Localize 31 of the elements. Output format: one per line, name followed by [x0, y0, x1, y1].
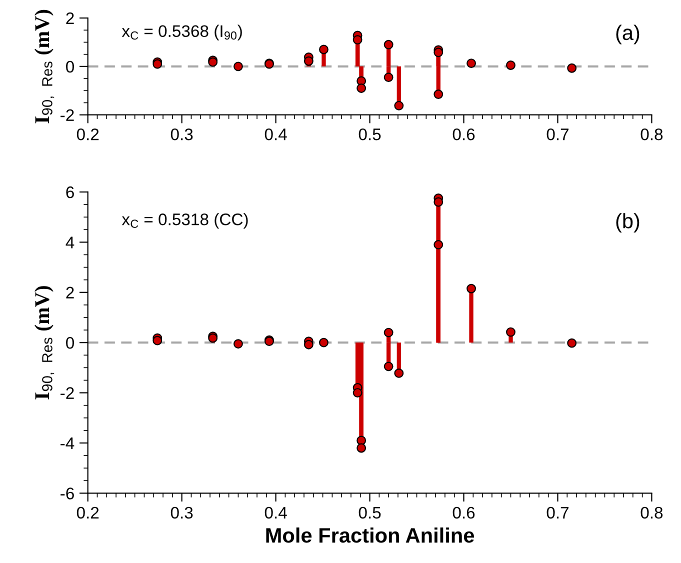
y-tick-label: -6	[60, 488, 74, 500]
y-tick-label: -2	[60, 387, 74, 399]
annotation: (b)	[616, 213, 640, 232]
x-tick-label: 0.7	[546, 506, 568, 519]
x-tick-label: 0.8	[640, 128, 663, 140]
y-tick-label: 2	[66, 12, 74, 24]
x-tick-label: 0.5	[358, 506, 381, 519]
annotation: x$_{C}$ = 0.5318 (CC)	[122, 213, 248, 229]
y-tick-label: 0	[66, 60, 74, 73]
x-tick-label: 0.7	[546, 128, 568, 140]
annotation: (a)	[616, 24, 640, 44]
x-tick-label: 0.3	[170, 128, 193, 140]
x-tick-label: 0.6	[452, 506, 475, 519]
y-tick-label: 6	[66, 186, 74, 198]
x-tick-label: 0.4	[264, 128, 287, 140]
x-tick-label: 0.3	[170, 506, 193, 519]
y-axis-title: I$_{90, Res}$ (mV)	[34, 286, 54, 400]
x-tick-label: 0.2	[76, 506, 99, 519]
x-tick-label: 0.6	[452, 128, 475, 140]
x-tick-label: 0.5	[358, 128, 381, 140]
x-axis-title: Mole Fraction Aniline	[266, 527, 474, 543]
x-tick-label: 0.2	[76, 128, 99, 140]
y-tick-label: 0	[66, 336, 74, 349]
x-tick-label: 0.4	[264, 506, 287, 519]
x-tick-label: 0.8	[640, 506, 663, 519]
y-axis-title: I$_{90, Res}$ (mV)	[34, 10, 54, 124]
y-tick-label: 4	[66, 236, 74, 248]
y-tick-label: -4	[60, 438, 74, 450]
y-tick-label: 2	[66, 286, 74, 298]
y-tick-label: -2	[60, 109, 74, 121]
annotation: x$_{C}$ = 0.5368 (I$_{90}$)	[122, 24, 242, 40]
